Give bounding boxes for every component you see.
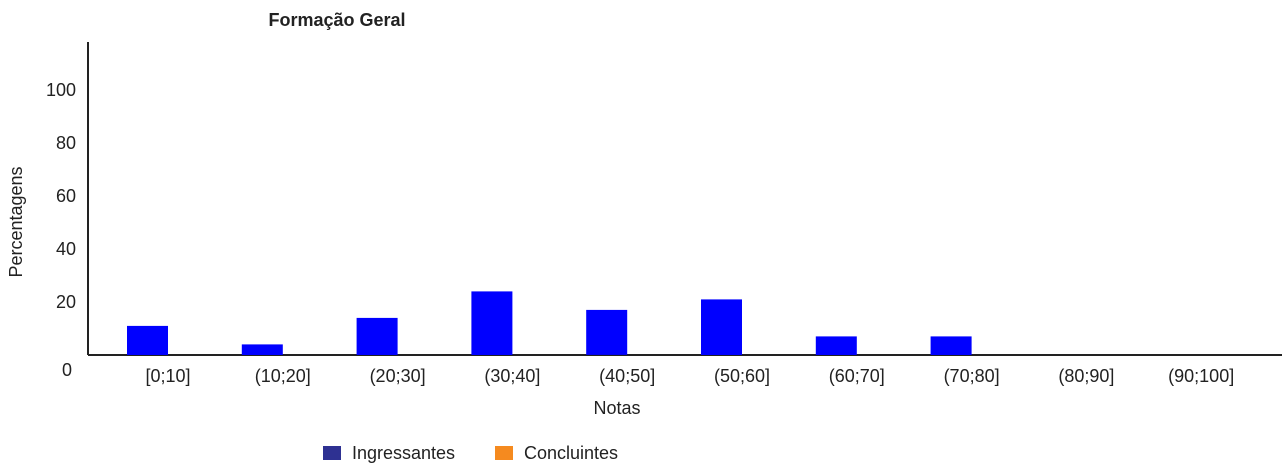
bar-ingressantes [586, 309, 628, 355]
bar-ingressantes [127, 325, 168, 355]
y-tick-label: 0 [62, 360, 72, 380]
x-tick-label: (60;70] [829, 366, 885, 386]
x-tick-label: (20;30] [370, 366, 426, 386]
legend-label-concluintes: Concluintes [524, 443, 618, 463]
chart-title: Formação Geral [268, 10, 405, 30]
y-tick-label: 60 [56, 186, 76, 206]
legend-swatch-ingressantes [323, 446, 341, 460]
y-tick-labels: 0 20 40 60 80 100 [46, 80, 76, 380]
legend: Ingressantes Concluintes [323, 443, 618, 463]
y-tick-label: 40 [56, 239, 76, 259]
y-tick-label: 20 [56, 292, 76, 312]
bar-ingressantes [701, 299, 742, 355]
y-axis-label: Percentagens [6, 166, 26, 277]
y-tick-label: 80 [56, 133, 76, 153]
x-tick-label: (90;100] [1168, 366, 1234, 386]
x-axis-label: Notas [593, 398, 640, 418]
y-tick-label: 100 [46, 80, 76, 100]
bar-ingressantes [471, 291, 513, 355]
x-tick-label: (50;60] [714, 366, 770, 386]
legend-label-ingressantes: Ingressantes [352, 443, 455, 463]
x-tick-label: (40;50] [599, 366, 655, 386]
bars [127, 291, 972, 355]
legend-swatch-concluintes [495, 446, 513, 460]
x-tick-labels: [0;10] (10;20] (20;30] (30;40] (40;50] (50;60… [145, 366, 1234, 386]
bar-ingressantes [930, 336, 972, 355]
bar-ingressantes [241, 344, 283, 355]
x-tick-label: (80;90] [1058, 366, 1114, 386]
bar-ingressantes [356, 317, 398, 355]
x-tick-label: (10;20] [255, 366, 311, 386]
x-tick-label: (70;80] [944, 366, 1000, 386]
bar-ingressantes [815, 336, 857, 355]
x-tick-label: (30;40] [484, 366, 540, 386]
x-tick-label: [0;10] [145, 366, 190, 386]
